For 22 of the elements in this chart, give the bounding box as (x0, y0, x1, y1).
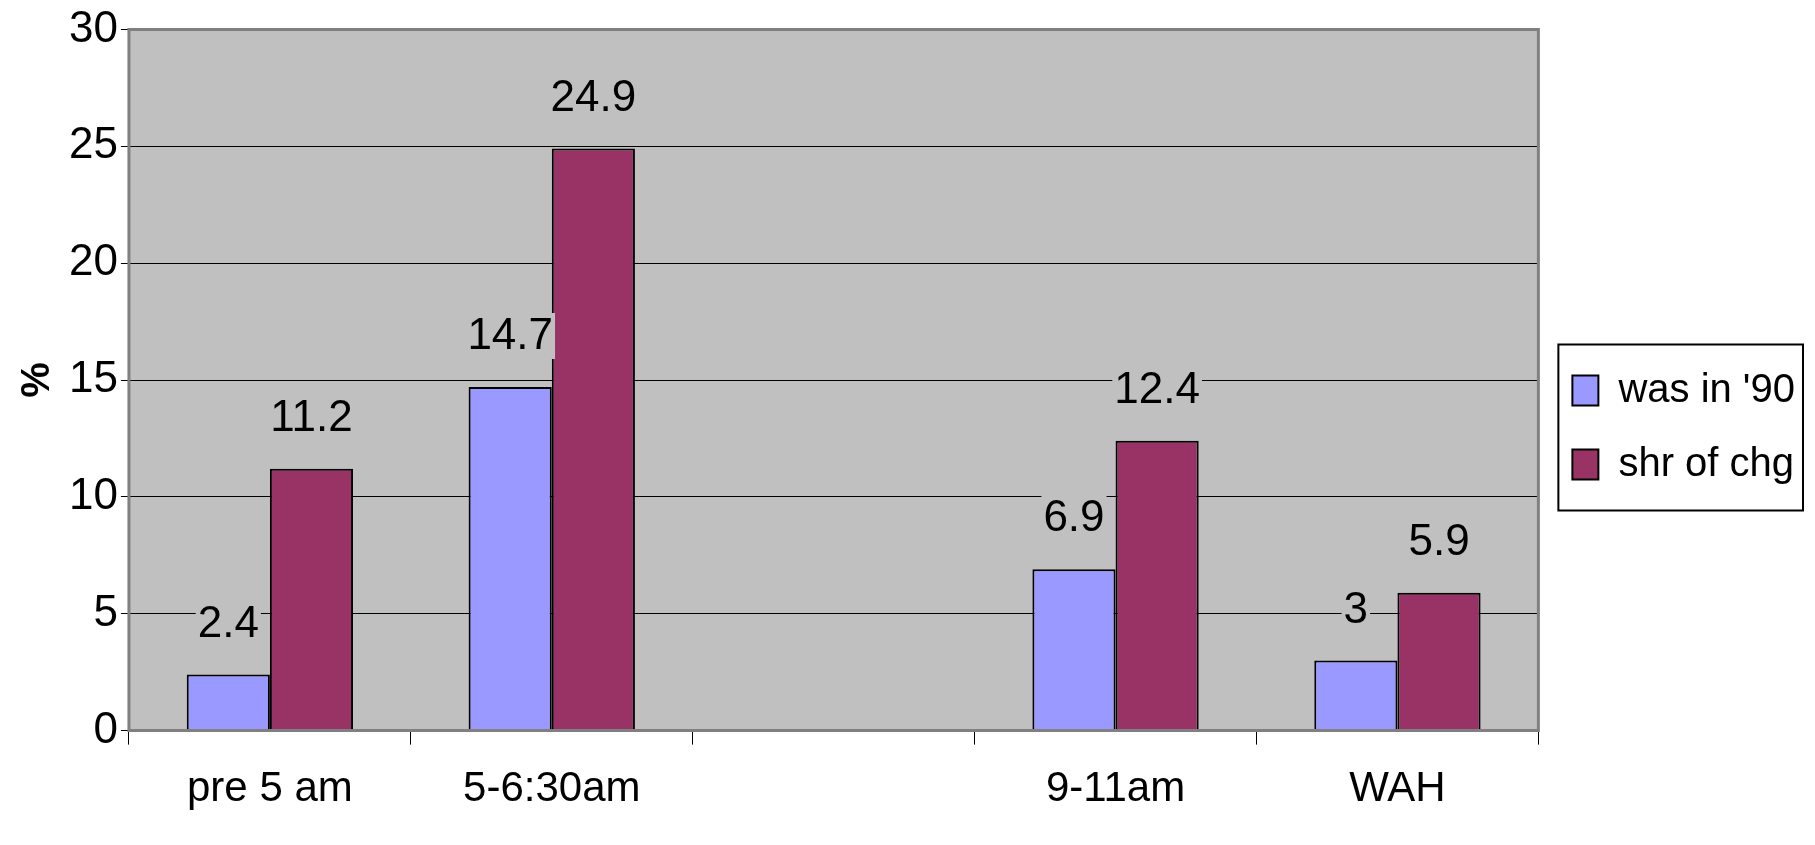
data-label: 6.9 (1043, 491, 1105, 541)
y-axis-title: % (13, 362, 58, 398)
data-label: 12.4 (1114, 362, 1200, 412)
data-label: 5.9 (1408, 514, 1470, 564)
y-tick-label: 15 (68, 352, 118, 402)
y-tick-label: 30 (68, 1, 118, 51)
x-tick-label: 9-11am (1045, 763, 1186, 811)
legend-label: was in '90 (1617, 365, 1795, 410)
data-label: 3 (1343, 582, 1369, 632)
data-label: 14.7 (467, 309, 554, 359)
x-tick-label: pre 5 am (187, 763, 353, 811)
data-label: 11.2 (270, 390, 353, 440)
legend-label: shr of chg (1618, 439, 1795, 484)
y-tick-label: 0 (93, 702, 118, 752)
y-tick-label: 20 (68, 235, 118, 285)
y-tick-label: 10 (68, 469, 118, 519)
y-tick-label: 25 (68, 118, 118, 168)
data-label: 24.9 (550, 70, 637, 120)
x-tick-label: WAH (1349, 763, 1446, 811)
y-tick-label: 5 (93, 585, 118, 635)
x-tick-label: 5-6:30am (463, 763, 641, 811)
data-label: 2.4 (197, 596, 259, 646)
